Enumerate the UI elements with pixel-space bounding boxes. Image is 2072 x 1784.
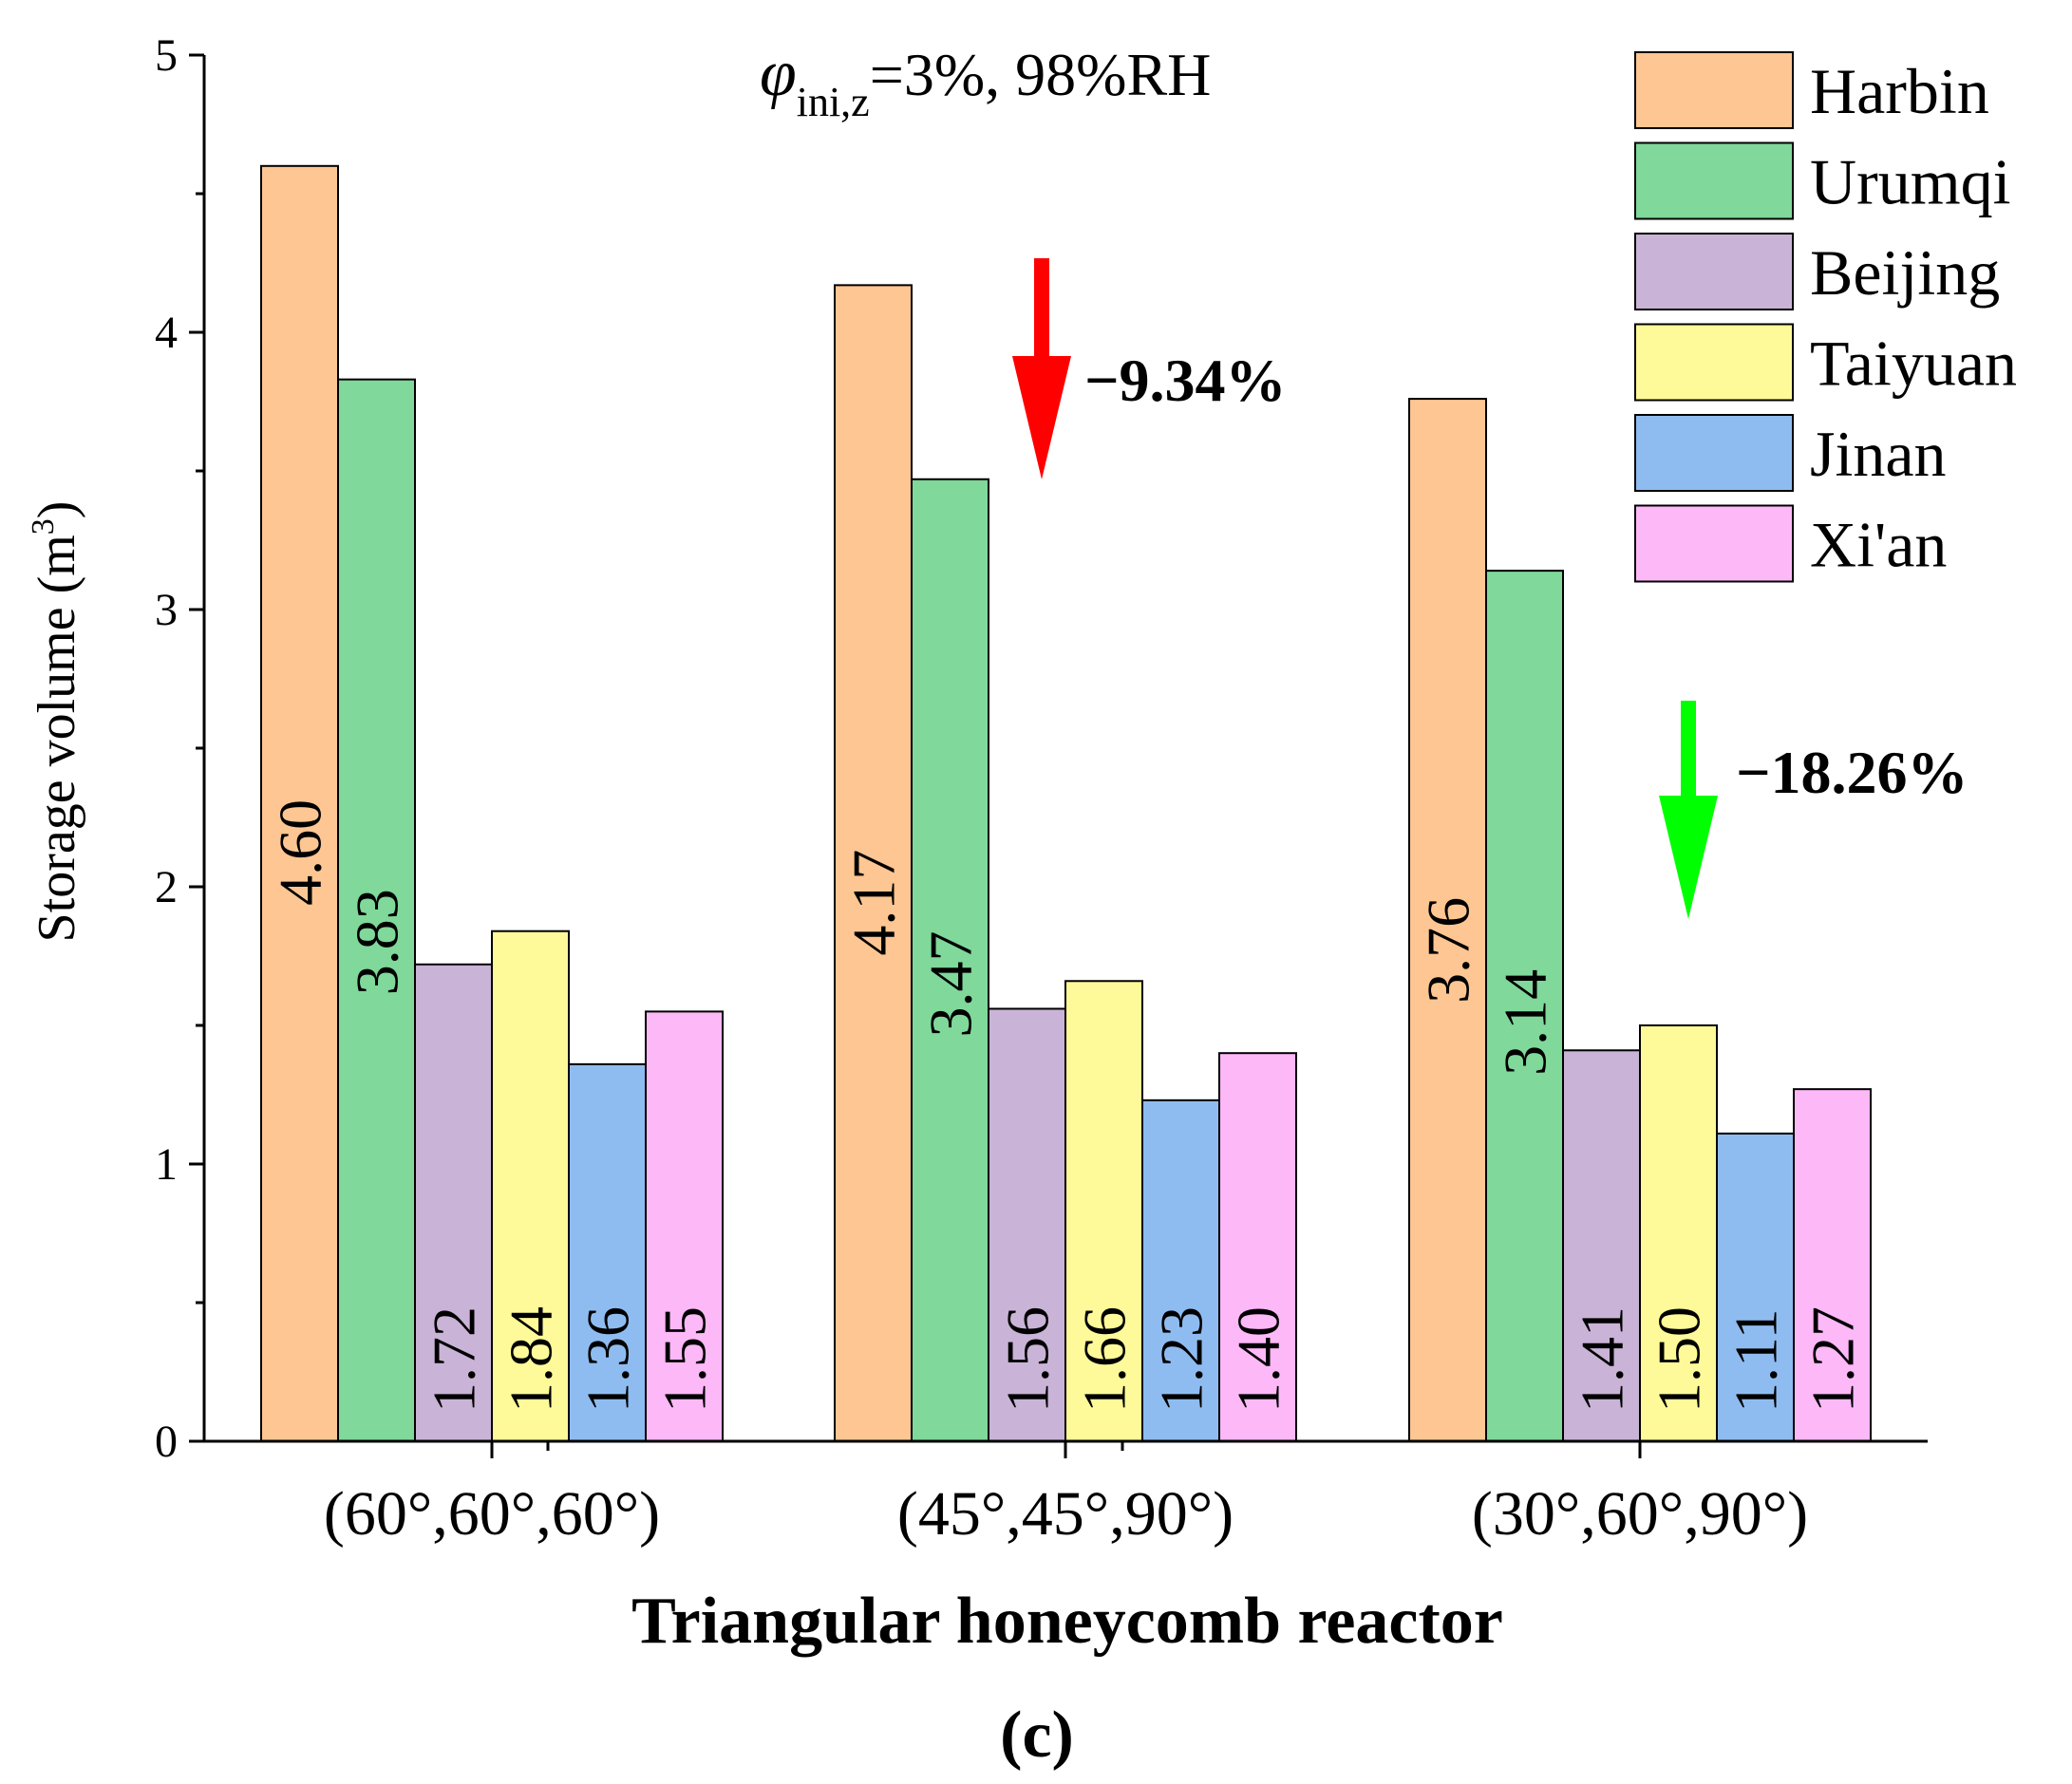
y-axis-title-sup: 3 xyxy=(26,518,61,535)
y-axis-title-close: ) xyxy=(28,501,86,519)
x-category-label: (45°,45°,90°) xyxy=(897,1479,1234,1549)
bar-xian-2 xyxy=(1793,1088,1872,1443)
bar-xian-1 xyxy=(1218,1052,1297,1442)
y-axis-title: Storage volume (m3) xyxy=(26,501,86,943)
value-label-jinan-2: 1.11 xyxy=(1723,1308,1790,1413)
bar-urumqi-1 xyxy=(911,478,989,1442)
annotation-arrow-icon xyxy=(1012,258,1071,479)
bar-xian-0 xyxy=(645,1010,724,1443)
bar-taiyuan-1 xyxy=(1064,980,1143,1443)
bar-taiyuan-2 xyxy=(1639,1024,1718,1442)
legend-label-taiyuan: Taiyuan xyxy=(1810,328,2017,400)
value-label-taiyuan-2: 1.50 xyxy=(1646,1306,1713,1413)
legend-label-jinan: Jinan xyxy=(1810,418,1947,490)
value-label-xian-2: 1.27 xyxy=(1799,1306,1867,1413)
legend: Harbin Urumqi Beijing Taiyuan Jinan Xi'an xyxy=(1634,51,2017,583)
legend-swatch-taiyuan xyxy=(1634,323,1794,402)
y-tick-label: 3 xyxy=(155,585,178,635)
value-label-taiyuan-1: 1.66 xyxy=(1071,1306,1139,1413)
bar-jinan-2 xyxy=(1716,1132,1795,1442)
legend-swatch-beijing xyxy=(1634,233,1794,310)
x-axis-title: Triangular honeycomb reactor xyxy=(631,1585,1503,1658)
value-label-beijing-2: 1.41 xyxy=(1569,1306,1636,1413)
value-label-harbin-1: 4.17 xyxy=(840,850,908,956)
y-tick-label: 5 xyxy=(155,30,178,81)
y-tick-label: 0 xyxy=(155,1417,178,1467)
legend-swatch-xian xyxy=(1634,504,1794,583)
value-label-urumqi-2: 3.14 xyxy=(1492,969,1559,1076)
value-label-urumqi-0: 3.83 xyxy=(344,889,411,995)
condition-rest: =3%, 98%RH xyxy=(870,41,1212,108)
value-label-jinan-1: 1.23 xyxy=(1148,1306,1215,1413)
condition-symbol: φ xyxy=(760,37,797,110)
annotation-percent-label: −18.26% xyxy=(1736,739,1968,806)
value-label-xian-1: 1.40 xyxy=(1225,1306,1292,1413)
value-label-xian-0: 1.55 xyxy=(651,1306,719,1413)
x-category-label: (30°,60°,90°) xyxy=(1472,1479,1808,1549)
bar-urumqi-0 xyxy=(337,378,416,1442)
y-tick-label: 1 xyxy=(155,1139,178,1190)
value-label-jinan-0: 1.36 xyxy=(575,1306,642,1413)
value-label-beijing-1: 1.56 xyxy=(994,1306,1062,1413)
value-label-urumqi-1: 3.47 xyxy=(917,930,985,1037)
x-category-label: (60°,60°,60°) xyxy=(324,1479,660,1549)
legend-label-xian: Xi'an xyxy=(1810,509,1947,581)
condition-text: φini,z=3%, 98%RH xyxy=(760,37,1211,125)
legend-label-beijing: Beijing xyxy=(1810,236,2000,309)
y-tick-label: 2 xyxy=(155,862,178,912)
axes-group: 0 1 2 3 4 5 (60°,60°,60°) (45°,45°,90°) (30°,60°… xyxy=(155,30,1928,1549)
bar-harbin-0 xyxy=(260,164,339,1442)
annotation-arrow-icon xyxy=(1659,701,1718,919)
legend-swatch-jinan xyxy=(1634,414,1794,492)
data-labels-group: 4.603.83 1.72 1.84 1.36 1.55 4.173.47 1.56 1.66… xyxy=(267,799,1867,1413)
bar-beijing-0 xyxy=(414,963,493,1442)
value-label-taiyuan-0: 1.84 xyxy=(498,1306,565,1413)
value-label-beijing-0: 1.72 xyxy=(421,1306,488,1413)
annotation-percent-label: −9.34% xyxy=(1084,347,1286,414)
value-label-harbin-0: 4.60 xyxy=(267,799,334,906)
bar-taiyuan-0 xyxy=(491,930,570,1442)
annotations-group: −9.34% −18.26% xyxy=(1012,258,1968,919)
y-axis-title-text: Storage volume (m xyxy=(28,535,86,942)
legend-label-urumqi: Urumqi xyxy=(1810,146,2011,218)
bars-group xyxy=(260,164,1872,1443)
bar-harbin-2 xyxy=(1408,398,1487,1443)
legend-swatch-urumqi xyxy=(1634,141,1794,220)
condition-subscript: ini,z xyxy=(797,79,870,125)
bar-urumqi-2 xyxy=(1485,570,1564,1442)
legend-swatch-harbin xyxy=(1634,51,1794,129)
value-label-harbin-2: 3.76 xyxy=(1415,897,1482,1004)
y-tick-label: 4 xyxy=(155,308,178,358)
panel-label: (c) xyxy=(1000,1699,1074,1772)
legend-label-harbin: Harbin xyxy=(1810,55,1989,127)
